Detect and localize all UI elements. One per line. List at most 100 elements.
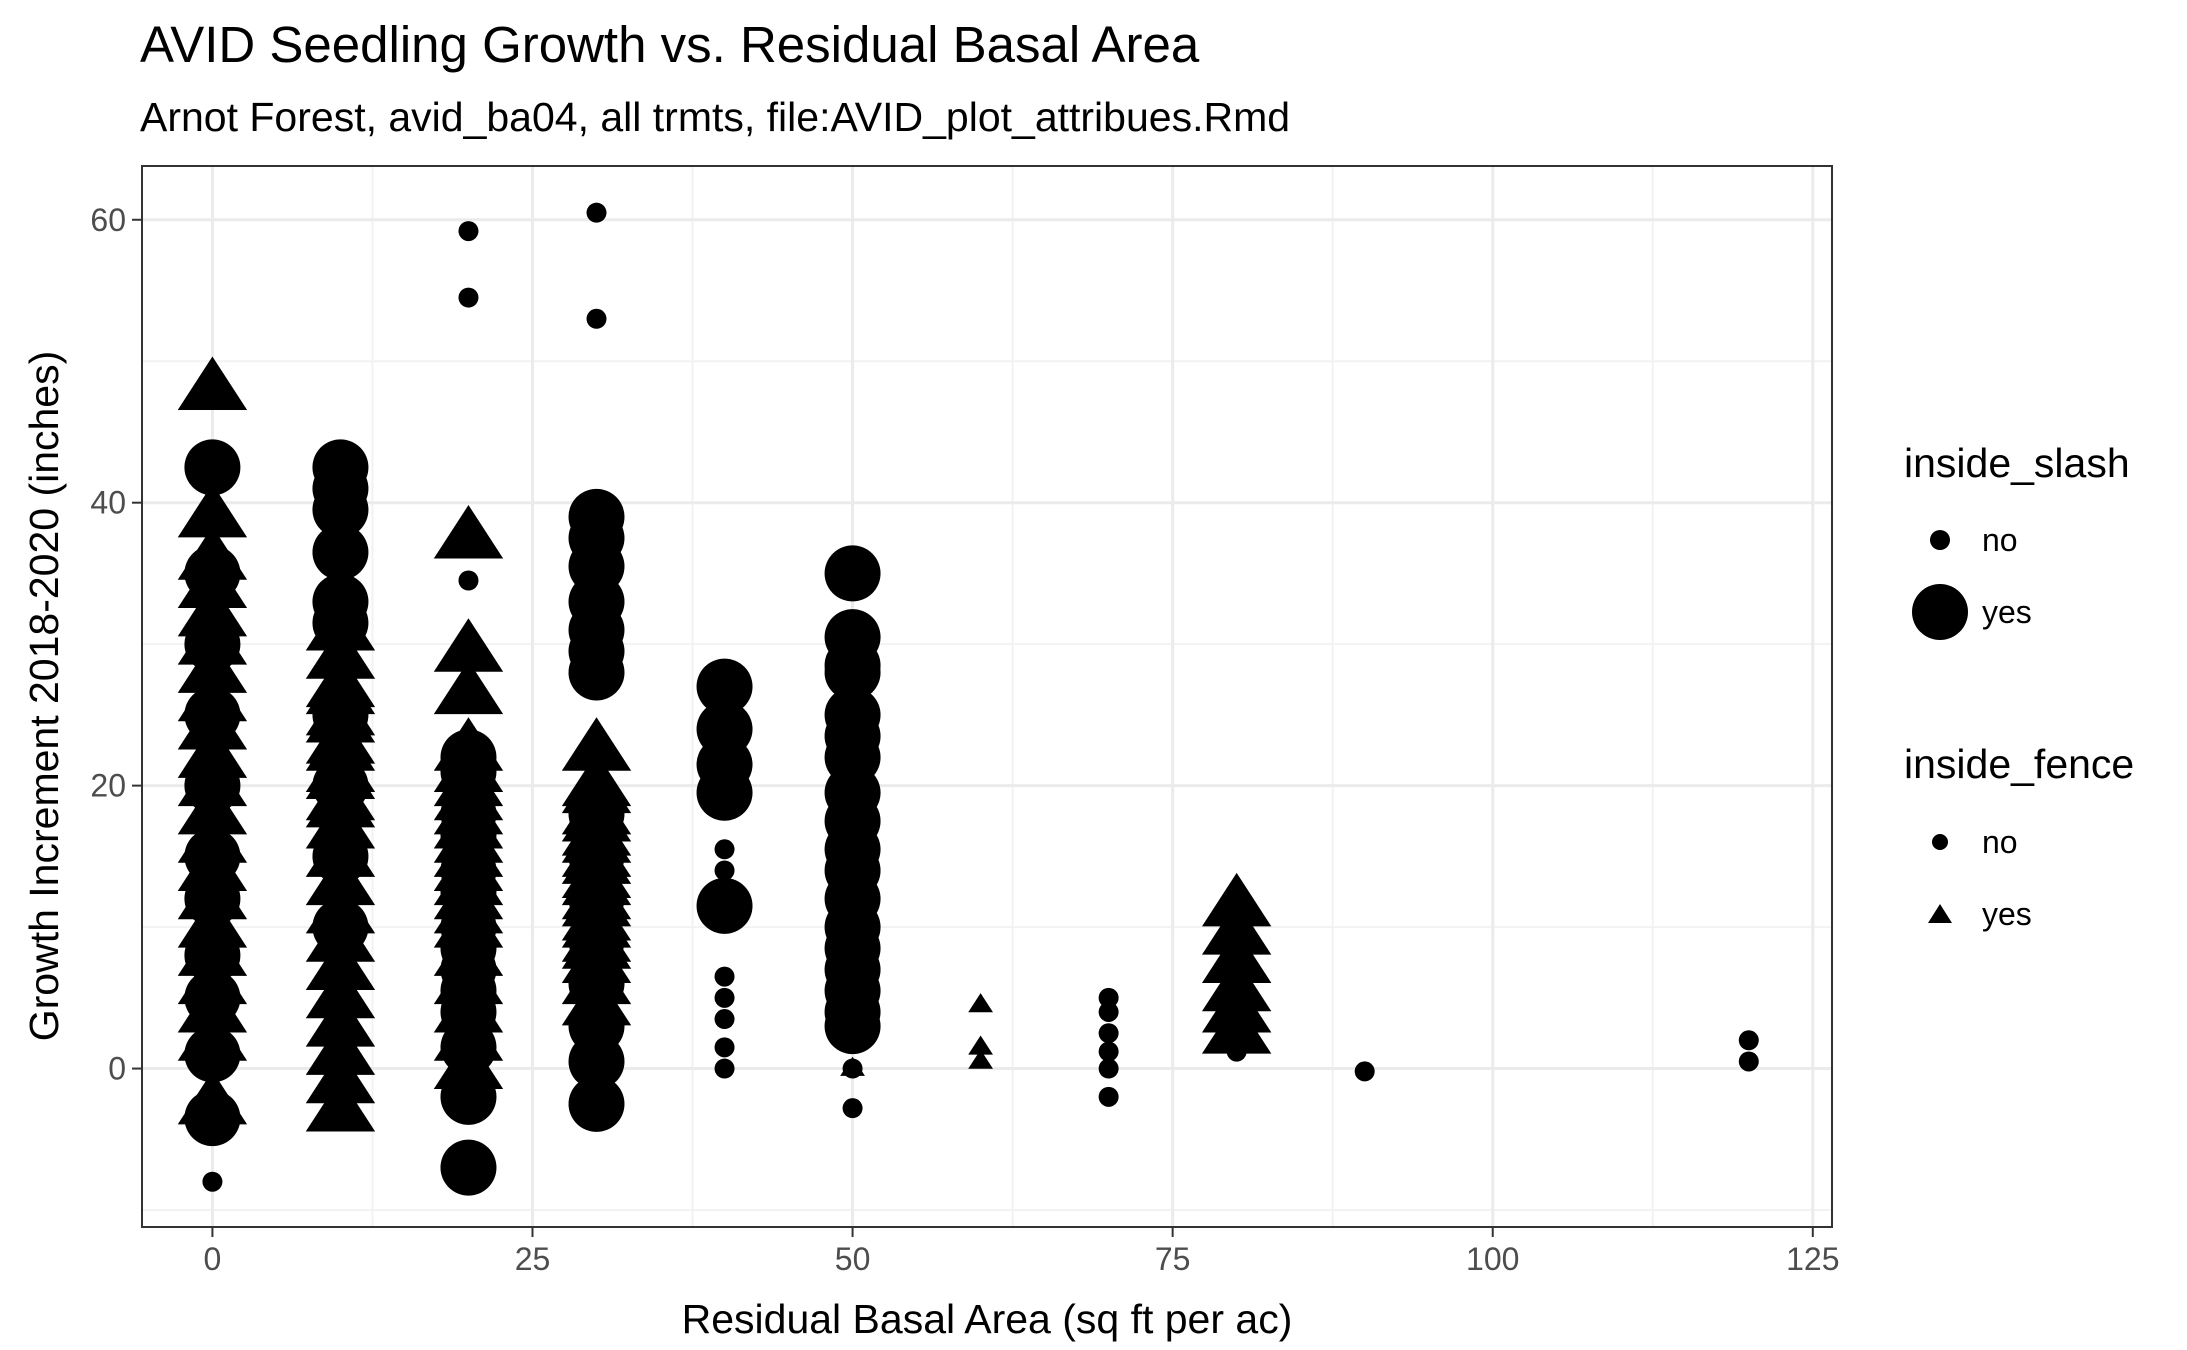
data-point-slash-yes-fence-yes bbox=[305, 688, 376, 743]
data-point-slash-yes-fence-yes bbox=[305, 625, 376, 679]
data-point-slash-yes-fence-no bbox=[568, 644, 625, 701]
legend-key-fence-yes bbox=[1928, 904, 1952, 923]
data-point-slash-yes-fence-yes bbox=[433, 922, 504, 976]
data-point-slash-yes-fence-yes bbox=[177, 639, 248, 693]
data-point-slash-yes-fence-yes bbox=[433, 851, 504, 906]
data-point-slash-yes-fence-yes bbox=[177, 780, 248, 835]
data-point-slash-yes-fence-yes bbox=[177, 582, 248, 637]
data-point-slash-no-fence-no bbox=[458, 287, 479, 308]
data-point-slash-no-fence-no bbox=[714, 1058, 735, 1079]
data-point-slash-yes-fence-yes bbox=[433, 505, 504, 559]
x-tick-label: 125 bbox=[1786, 1241, 1839, 1277]
data-point-slash-yes-fence-yes bbox=[433, 618, 504, 672]
data-point-slash-no-fence-no bbox=[458, 570, 479, 591]
data-point-slash-no-fence-yes bbox=[968, 993, 993, 1013]
data-point-slash-yes-fence-yes bbox=[177, 611, 248, 665]
data-point-slash-yes-fence-yes bbox=[305, 660, 376, 715]
data-point-slash-yes-fence-yes bbox=[177, 950, 248, 1005]
data-point-slash-no-fence-yes bbox=[840, 1056, 865, 1076]
data-point-slash-yes-fence-yes bbox=[433, 1035, 504, 1090]
data-point-slash-yes-fence-yes bbox=[177, 356, 248, 411]
data-point-slash-yes-fence-yes bbox=[177, 1007, 248, 1061]
data-point-slash-yes-fence-yes bbox=[177, 483, 248, 538]
data-point-slash-yes-fence-yes bbox=[1201, 872, 1272, 927]
data-point-slash-no-fence-no bbox=[1354, 1061, 1375, 1082]
data-point-slash-yes-fence-yes bbox=[177, 752, 248, 807]
x-tick-label: 50 bbox=[835, 1241, 871, 1277]
data-point-slash-yes-fence-yes bbox=[1201, 929, 1272, 983]
data-point-slash-yes-fence-yes bbox=[433, 879, 504, 934]
x-tick-label: 0 bbox=[204, 1241, 222, 1277]
data-point-slash-yes-fence-yes bbox=[433, 660, 504, 715]
data-point-slash-yes-fence-yes bbox=[305, 1077, 376, 1132]
data-point-slash-no-fence-no bbox=[714, 966, 735, 987]
data-point-slash-no-fence-no bbox=[202, 1171, 223, 1192]
data-point-slash-yes-fence-yes bbox=[433, 978, 504, 1033]
data-point-slash-no-fence-yes bbox=[968, 1049, 993, 1069]
data-point-slash-yes-fence-yes bbox=[433, 950, 504, 1005]
data-point-slash-yes-fence-yes bbox=[305, 908, 376, 962]
data-point-slash-yes-fence-yes bbox=[305, 773, 376, 828]
data-point-slash-no-fence-yes bbox=[968, 1035, 993, 1055]
data-point-slash-yes-fence-yes bbox=[1201, 1000, 1272, 1054]
data-point-slash-yes-fence-yes bbox=[177, 554, 248, 609]
y-tick-label: 20 bbox=[90, 768, 126, 804]
data-point-slash-no-fence-no bbox=[1098, 1001, 1119, 1022]
data-point-slash-yes-fence-no bbox=[184, 439, 241, 496]
data-point-slash-yes-fence-yes bbox=[561, 759, 632, 814]
data-point-slash-yes-fence-yes bbox=[433, 795, 504, 849]
data-point-slash-yes-fence-yes bbox=[305, 964, 376, 1019]
data-point-slash-yes-fence-no bbox=[568, 1033, 625, 1090]
data-point-slash-yes-fence-no bbox=[824, 644, 881, 701]
data-point-slash-yes-fence-yes bbox=[177, 894, 248, 948]
data-point-slash-yes-fence-yes bbox=[561, 717, 632, 771]
y-axis-ticks: 0 20 40 60 bbox=[90, 202, 142, 1087]
data-point-slash-yes-fence-yes bbox=[177, 1070, 248, 1125]
data-point-slash-no-fence-no bbox=[586, 202, 607, 223]
legend-label-fence-yes: yes bbox=[1982, 896, 2032, 932]
chart-title: AVID Seedling Growth vs. Residual Basal … bbox=[140, 16, 1200, 73]
data-point-slash-no-fence-no bbox=[842, 1098, 863, 1119]
data-point-slash-yes-fence-yes bbox=[305, 851, 376, 906]
data-point-slash-yes-fence-yes bbox=[177, 837, 248, 891]
data-point-slash-no-fence-no bbox=[1098, 1041, 1119, 1062]
data-point-slash-yes-fence-no bbox=[696, 764, 753, 821]
data-point-slash-yes-fence-yes bbox=[305, 1021, 376, 1075]
legend-title-inside-slash: inside_slash bbox=[1904, 440, 2130, 486]
data-point-slash-yes-fence-yes bbox=[305, 823, 376, 877]
legend-title-inside-fence: inside_fence bbox=[1904, 741, 2134, 787]
data-point-slash-yes-fence-no bbox=[312, 524, 369, 581]
data-point-slash-no-fence-no bbox=[458, 221, 479, 242]
legend-label-slash-yes: yes bbox=[1982, 594, 2032, 630]
data-point-slash-yes-fence-no bbox=[568, 1075, 625, 1132]
data-point-slash-yes-fence-yes bbox=[177, 865, 248, 920]
data-point-slash-no-fence-no bbox=[1098, 1023, 1119, 1044]
data-point-slash-yes-fence-yes bbox=[305, 596, 376, 651]
data-point-slash-no-fence-no bbox=[1738, 1030, 1759, 1051]
data-point-slash-yes-fence-yes bbox=[561, 915, 632, 969]
legend-label-slash-no: no bbox=[1982, 522, 2018, 558]
data-point-slash-yes-fence-yes bbox=[305, 1049, 376, 1104]
data-point-slash-yes-fence-yes bbox=[177, 695, 248, 750]
data-point-slash-no-fence-no bbox=[714, 1037, 735, 1058]
data-point-slash-yes-fence-no bbox=[824, 545, 881, 602]
x-axis-title: Residual Basal Area (sq ft per ac) bbox=[682, 1296, 1293, 1342]
data-point-slash-yes-fence-yes bbox=[305, 879, 376, 934]
data-point-slash-yes-fence-yes bbox=[305, 936, 376, 991]
data-point-slash-yes-fence-no bbox=[824, 998, 881, 1055]
data-point-slash-yes-fence-no bbox=[696, 877, 753, 934]
data-point-slash-yes-fence-yes bbox=[305, 993, 376, 1047]
x-axis-ticks: 0 25 50 75 100 125 bbox=[204, 1227, 1839, 1277]
data-point-slash-yes-fence-no bbox=[696, 658, 753, 715]
data-point-slash-no-fence-no bbox=[714, 839, 735, 860]
plot-border bbox=[141, 165, 1833, 1228]
data-point-slash-yes-fence-no bbox=[440, 1139, 497, 1196]
data-point-slash-yes-fence-yes bbox=[177, 526, 248, 580]
y-axis-title: Growth Increment 2018-2020 (inches) bbox=[21, 351, 67, 1042]
data-point-slash-no-fence-no bbox=[1738, 1051, 1759, 1072]
y-tick-label: 60 bbox=[90, 202, 126, 238]
data-point-slash-yes-fence-yes bbox=[177, 667, 248, 722]
data-point-slash-no-fence-no bbox=[714, 1009, 735, 1030]
data-point-slash-yes-fence-yes bbox=[177, 922, 248, 976]
